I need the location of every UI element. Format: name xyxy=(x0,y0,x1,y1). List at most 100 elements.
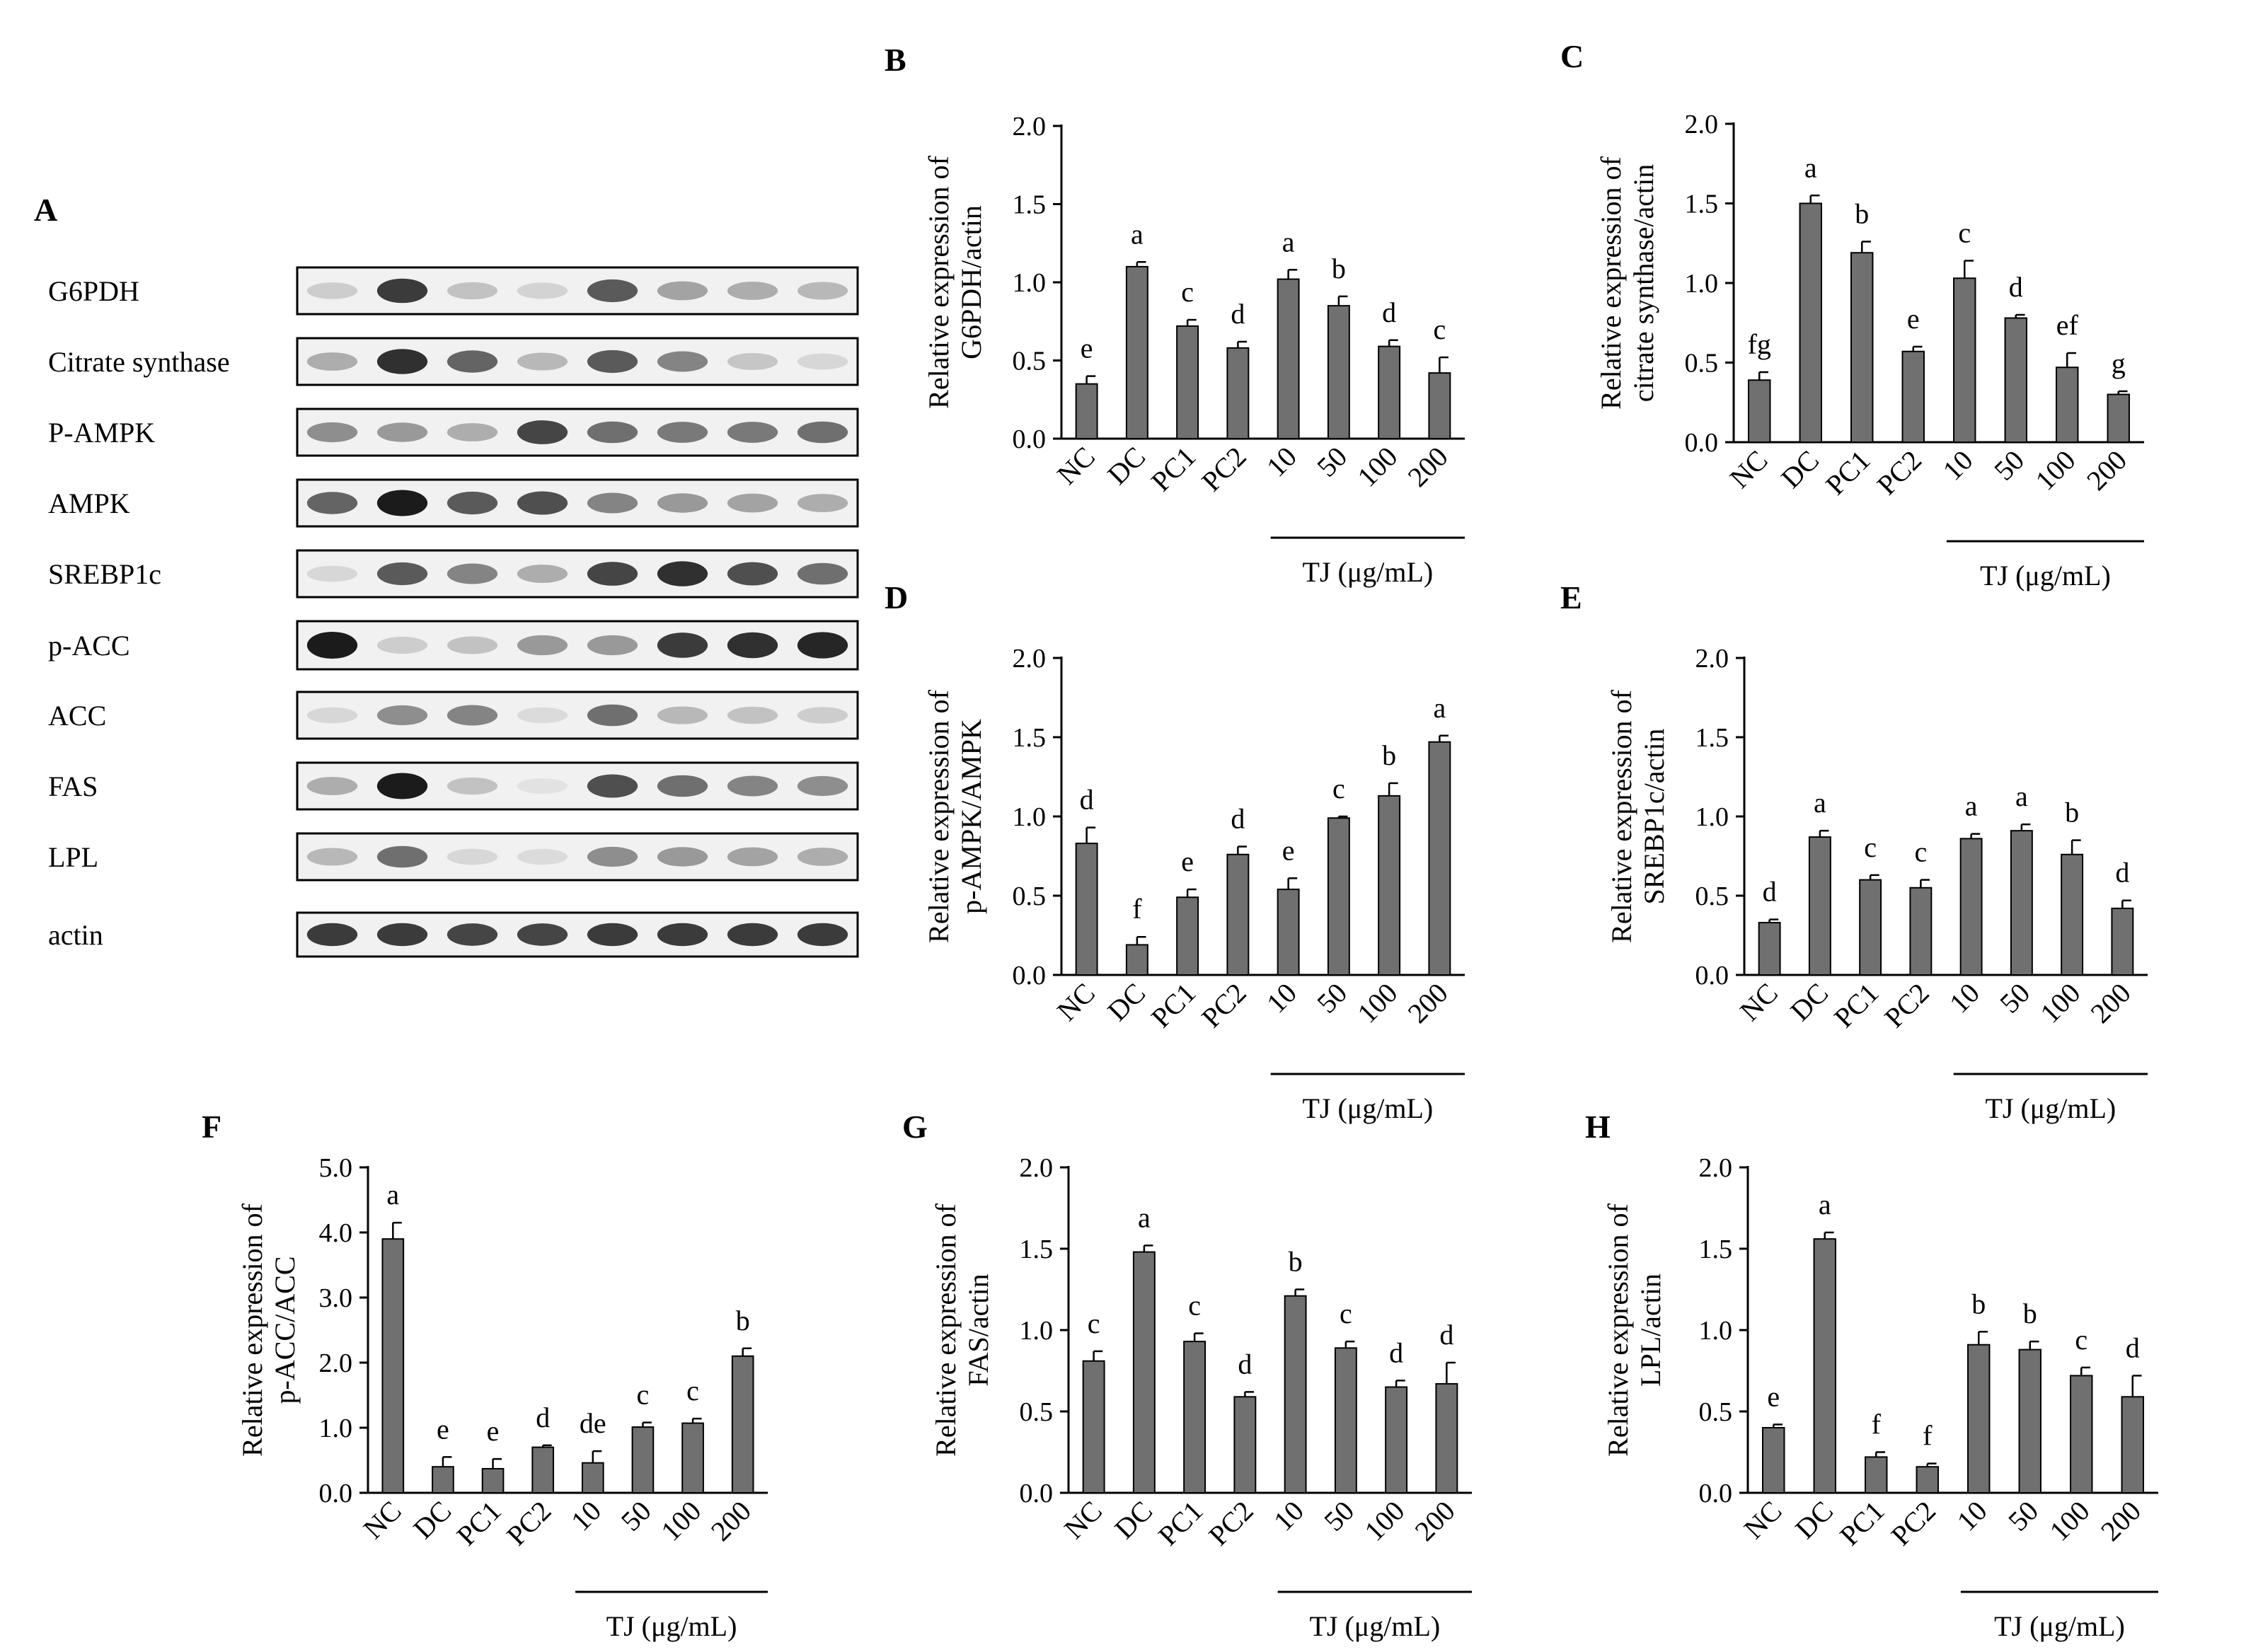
blot-band xyxy=(727,632,778,659)
bar xyxy=(2070,1375,2093,1494)
y-tick-label: 1.0 xyxy=(1020,1316,1054,1346)
blot-band xyxy=(517,923,568,946)
panel-label-C: C xyxy=(1560,38,1584,74)
bar xyxy=(1075,843,1098,976)
blot-band xyxy=(447,636,498,654)
x-tick-label: 50 xyxy=(1988,444,2030,487)
significance-letter: d xyxy=(1231,803,1245,835)
bar xyxy=(581,1462,604,1494)
bar xyxy=(1226,347,1250,439)
group-label: TJ (μg/mL) xyxy=(1985,1092,2116,1124)
blot-row: actin xyxy=(48,911,859,958)
blot-band xyxy=(376,773,428,799)
bar xyxy=(2121,1396,2144,1494)
significance-letter: g xyxy=(2112,347,2126,379)
blot-band xyxy=(727,923,778,947)
y-tick-label: 5.0 xyxy=(319,1153,353,1183)
blot-band xyxy=(306,707,358,724)
y-tick-label: 0.0 xyxy=(1020,1479,1054,1508)
bar xyxy=(1865,1456,1888,1494)
blot-band xyxy=(727,847,778,867)
bar xyxy=(1233,1396,1257,1494)
y-tick-label: 1.5 xyxy=(1013,723,1047,753)
x-tick-label: DC xyxy=(1789,1495,1839,1545)
x-tick-label: PC2 xyxy=(1195,977,1252,1034)
group-label: TJ (μg/mL) xyxy=(1994,1610,2125,1642)
panel-label-D: D xyxy=(885,579,908,616)
blot-band xyxy=(797,923,848,947)
y-tick-label: 2.0 xyxy=(1013,112,1047,141)
blot-band xyxy=(587,704,638,727)
x-tick-label: 100 xyxy=(1358,1495,1410,1547)
blot-row: SREBP1c xyxy=(48,549,859,599)
y-tick-label: 1.5 xyxy=(1695,723,1729,753)
bar xyxy=(1226,853,1250,976)
x-tick-label: 100 xyxy=(1351,441,1403,493)
y-tick-label: 3.0 xyxy=(319,1283,353,1313)
x-tick-label: 50 xyxy=(1311,977,1353,1019)
blot-row-label: ACC xyxy=(48,700,106,732)
significance-letter: a xyxy=(2015,780,2028,812)
bar xyxy=(531,1446,555,1494)
bar-chart-E: E 0.0 0.5 1.0 1.5 2.0 Relative expression of SR… xyxy=(1560,579,2148,1124)
bar xyxy=(2111,907,2134,976)
bar xyxy=(1762,1427,1785,1494)
significance-letter: ef xyxy=(2056,309,2079,341)
y-tick-label: 1.0 xyxy=(319,1414,353,1443)
blot-band xyxy=(657,561,708,587)
x-tick-label: PC1 xyxy=(1833,1495,1891,1552)
x-tick-label: 10 xyxy=(1267,1495,1310,1537)
panel-label-G: G xyxy=(902,1109,928,1145)
significance-letter: c xyxy=(686,1375,699,1406)
x-tick-label: NC xyxy=(1734,977,1784,1027)
x-tick-label: PC2 xyxy=(1885,1495,1942,1552)
blot-band xyxy=(657,422,708,443)
bar xyxy=(681,1422,704,1494)
x-tick-label: NC xyxy=(357,1495,408,1545)
blot-band xyxy=(797,282,848,300)
x-tick-label: DC xyxy=(1108,1495,1158,1545)
y-tick-label: 0.5 xyxy=(1013,347,1047,376)
significance-letter: de xyxy=(580,1407,606,1439)
y-tick-label: 2.0 xyxy=(1013,644,1047,674)
x-tick-label: NC xyxy=(1051,977,1101,1027)
x-tick-label: PC2 xyxy=(1878,977,1935,1034)
bar xyxy=(1176,896,1199,976)
bar xyxy=(1799,202,1822,443)
significance-letter: d xyxy=(2009,271,2023,303)
bar xyxy=(1808,836,1831,976)
blot-band xyxy=(447,777,498,795)
bar xyxy=(2107,393,2130,443)
blot-row: p-ACC xyxy=(48,620,859,671)
blot-panel: A G6PDH Citrate synthase P-AMPK AMPK SREBP1c p… xyxy=(34,192,859,958)
x-tick-label: 200 xyxy=(705,1495,757,1547)
y-tick-label: 2.0 xyxy=(1695,644,1729,674)
significance-letter: e xyxy=(437,1413,449,1445)
x-tick-label: 10 xyxy=(1937,444,1979,487)
blot-band xyxy=(587,635,638,656)
bar xyxy=(1850,252,1874,443)
blot-band xyxy=(517,565,568,583)
blot-band xyxy=(517,635,568,656)
blot-band xyxy=(376,490,428,516)
blot-band xyxy=(447,923,498,946)
bar xyxy=(2004,317,2027,443)
y-tick-label: 1.5 xyxy=(1685,190,1719,219)
y-tick-label: 1.0 xyxy=(1013,802,1047,832)
y-tick-label: 4.0 xyxy=(319,1218,353,1248)
x-tick-label: PC1 xyxy=(1819,444,1877,502)
bar-chart-B: B 0.0 0.5 1.0 1.5 2.0 Relative expression of G6… xyxy=(885,42,1465,588)
bar-chart-G: G 0.0 0.5 1.0 1.5 2.0 Relative expression of FA… xyxy=(902,1109,1472,1642)
y-tick-label: 0.5 xyxy=(1020,1397,1054,1427)
bar xyxy=(2018,1348,2041,1494)
bar xyxy=(1378,345,1401,439)
blot-band xyxy=(306,282,358,299)
bar xyxy=(1959,838,1983,976)
significance-letter: b xyxy=(1855,198,1869,230)
significance-letter: b xyxy=(2023,1298,2037,1329)
blot-band xyxy=(517,848,568,865)
x-tick-label: 200 xyxy=(2084,977,2136,1029)
significance-letter: c xyxy=(1340,1298,1352,1329)
blot-band xyxy=(797,562,848,585)
blot-band xyxy=(727,493,778,513)
